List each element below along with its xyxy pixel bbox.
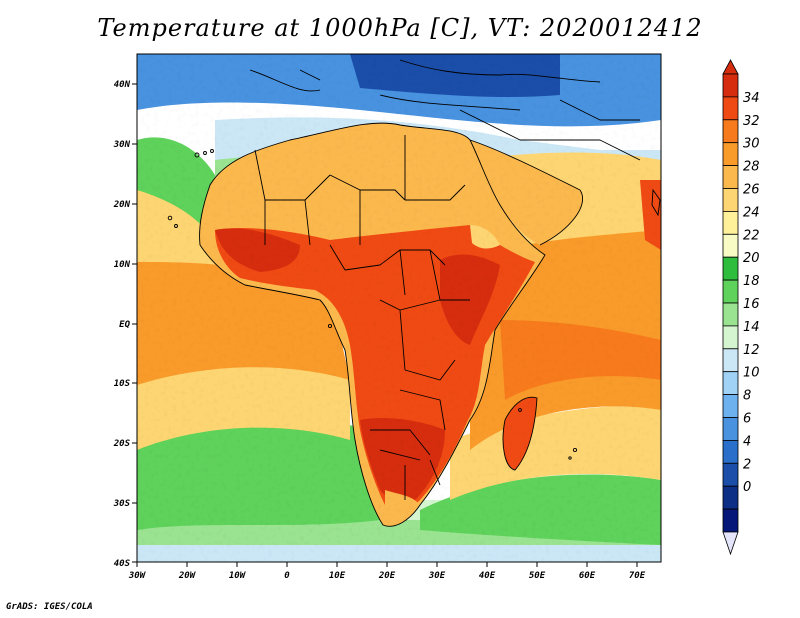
- colorbar-label: 22: [743, 228, 760, 243]
- colorbar-top-arrow: [722, 59, 739, 75]
- lon-label: 20E: [378, 571, 396, 581]
- lat-label: 40S: [114, 559, 131, 569]
- map-frame: [136, 53, 662, 563]
- lat-axis: 40N 30N 20N 10N EQ 10S 20S 30S 40S: [113, 80, 137, 569]
- lat-label: 40N: [114, 80, 131, 90]
- grads-credit: GrADS: IGES/COLA: [6, 602, 93, 612]
- colorbar-bottom-arrow: [722, 531, 739, 556]
- colorbar-label: 14: [743, 320, 760, 335]
- colorbar-swatch: [722, 210, 739, 235]
- lat-label: 20N: [113, 200, 131, 210]
- colorbar-label: 12: [743, 343, 760, 358]
- grain-overlay: [137, 54, 661, 562]
- colorbar-swatch: [722, 485, 739, 510]
- colorbar-swatch: [722, 439, 739, 464]
- lat-label: 10S: [114, 379, 131, 389]
- colorbar-swatch: [722, 188, 739, 212]
- colorbar-label: 0: [743, 480, 751, 495]
- lon-axis: 30W 20W 10W 0 10E 20E 30E 40E 50E 60E 70…: [128, 562, 646, 581]
- colorbar-swatch: [722, 142, 739, 166]
- colorbar-label: 30: [743, 137, 760, 152]
- lat-label: 30S: [113, 499, 131, 509]
- colorbar-label: 20: [743, 251, 760, 266]
- colorbar-swatch: [722, 371, 739, 396]
- colorbar-label: 8: [743, 389, 751, 404]
- colorbar-label: 32: [743, 114, 760, 129]
- colorbar-label: 28: [743, 160, 760, 175]
- country-borders: [199, 59, 641, 527]
- lon-label: 30W: [128, 571, 147, 581]
- colorbar-swatch: [722, 394, 739, 418]
- colorbar-swatch: [722, 119, 739, 144]
- colorbar-swatch: [722, 233, 739, 258]
- colorbar-label: 10: [743, 366, 760, 381]
- colorbar-label: 16: [743, 297, 760, 312]
- colorbar-swatch: [722, 165, 739, 189]
- colorbar-swatch: [722, 462, 739, 487]
- lon-label: 0: [284, 571, 290, 581]
- colorbar-swatch: [722, 96, 739, 121]
- lon-label: 40E: [479, 571, 496, 581]
- colorbar-swatch: [722, 348, 739, 373]
- lon-label: 10E: [329, 571, 346, 581]
- colorbar-label: 34: [743, 91, 760, 106]
- lat-label: 20S: [113, 439, 131, 449]
- lon-label: 10W: [229, 571, 247, 581]
- colorbar-swatch: [722, 417, 739, 441]
- colorbar-swatch: [722, 508, 739, 533]
- lat-label: 30N: [113, 140, 131, 150]
- colorbar-label: 4: [743, 434, 751, 449]
- lat-label: EQ: [119, 320, 130, 330]
- temperature-field: [137, 54, 661, 562]
- colorbar-label: 2: [743, 457, 751, 472]
- colorbar-swatch: [722, 256, 739, 281]
- colorbar-swatch: [722, 325, 739, 350]
- colorbar-label: 26: [743, 183, 760, 198]
- colorbar-label: 6: [743, 412, 751, 427]
- colorbar-swatch: [722, 73, 739, 98]
- colorbar-label: 24: [743, 205, 760, 220]
- colorbar-swatch: [722, 279, 739, 304]
- islands: [167, 149, 661, 460]
- colorbar-label: 18: [743, 274, 760, 289]
- lon-label: 70E: [629, 571, 646, 581]
- lon-label: 50E: [529, 571, 546, 581]
- lon-label: 30E: [428, 571, 446, 581]
- lon-label: 60E: [579, 571, 596, 581]
- lat-label: 10N: [114, 260, 131, 270]
- lon-label: 20W: [178, 571, 197, 581]
- map-title: Temperature at 1000hPa [C], VT: 20200124…: [97, 14, 703, 42]
- colorbar-swatch: [722, 302, 739, 327]
